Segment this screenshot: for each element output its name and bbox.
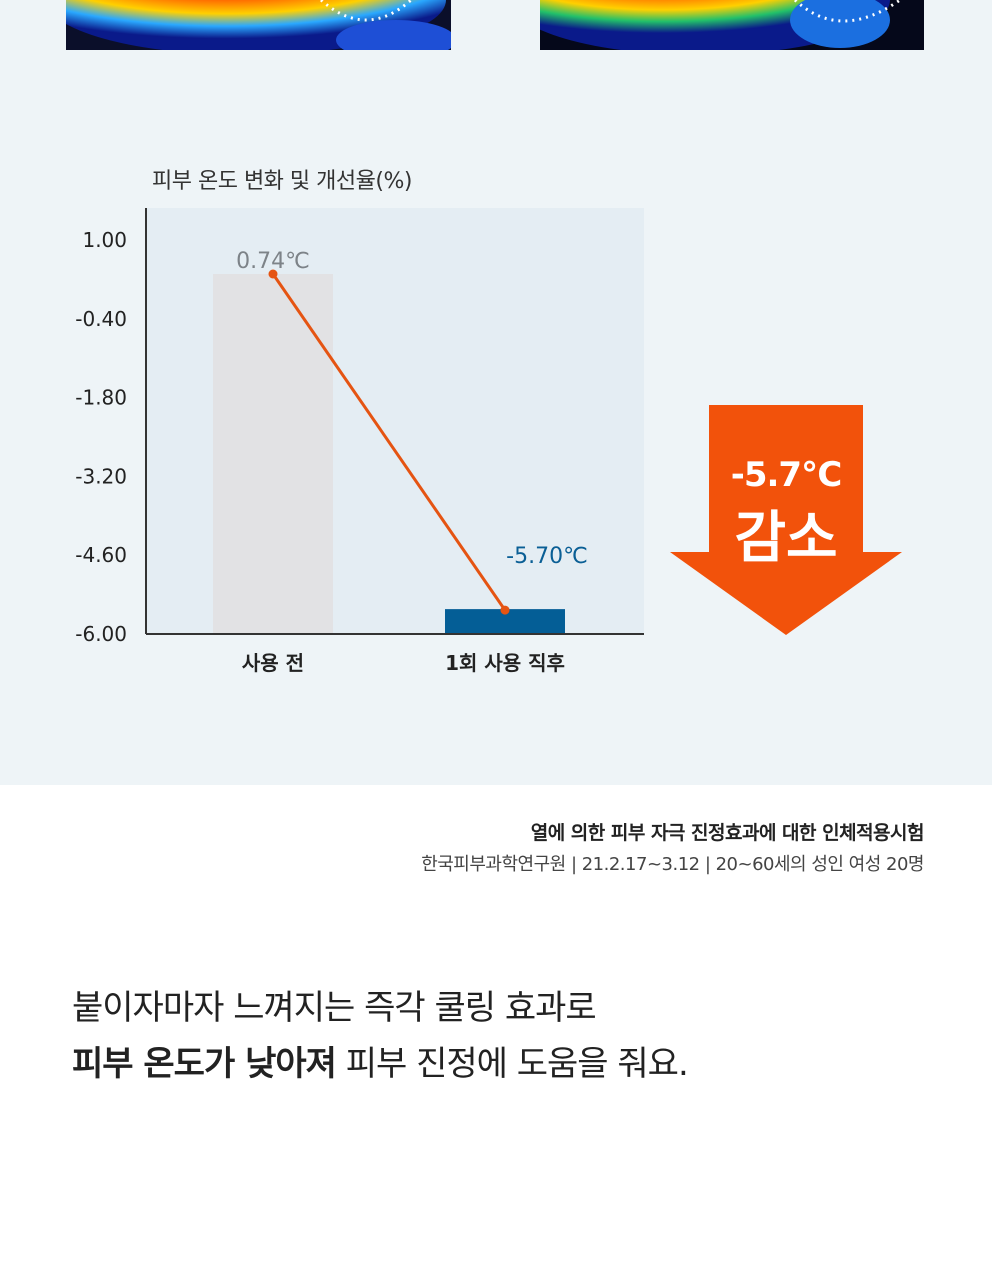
headline-emphasis: 피부 온도가 낮아져 [72,1044,337,1084]
y-tick-label: -3.20 [75,464,127,488]
y-tick-label: 1.00 [82,228,127,252]
badge-value: -5.7℃ [730,455,843,495]
data-label-1: 0.74℃ [236,249,310,274]
bar-chart: 0.74℃ -5.70℃ 1.00 -0.40 -1.80 -3.20 -4.60 -6.00… [75,208,644,675]
study-meta: 한국피부과학연구원 | 21.2.17~3.12 | 20~60세의 성인 여성… [421,854,924,875]
chart-title: 피부 온도 변화 및 개선율(%) [152,169,412,194]
trend-line [271,273,507,611]
data-label-2: -5.70℃ [506,544,588,569]
chart-panel: 피부 온도 변화 및 개선율(%) 0.74℃ -5.70℃ 1.00 -0.40 -1… [0,0,992,785]
y-tick-label: -0.40 [75,307,127,331]
bar-1 [213,274,333,634]
y-tick-label: -1.80 [75,386,127,410]
trend-point-1 [268,269,278,279]
y-tick-label: -6.00 [75,622,127,646]
study-title: 열에 의한 피부 자극 진정효과에 대한 인체적용시험 [530,822,925,844]
x-tick-label: 사용 전 [242,651,304,675]
decrease-badge: -5.7℃ 감소 [670,405,902,635]
headline-line-2: 피부 온도가 낮아져 피부 진정에 도움을 줘요. [72,1036,689,1085]
headline-line-1: 붙이자마자 느껴지는 즉각 쿨링 효과로 [72,988,597,1028]
headline-rest: 피부 진정에 도움을 줘요. [335,1044,689,1084]
thermal-image-after [540,0,924,50]
trend-point-2 [500,605,510,615]
x-tick-label: 1회 사용 직후 [445,651,565,675]
badge-word: 감소 [734,506,838,571]
y-tick-label: -4.60 [75,543,127,567]
down-arrow-icon [670,405,902,635]
thermal-image-before [66,0,451,50]
